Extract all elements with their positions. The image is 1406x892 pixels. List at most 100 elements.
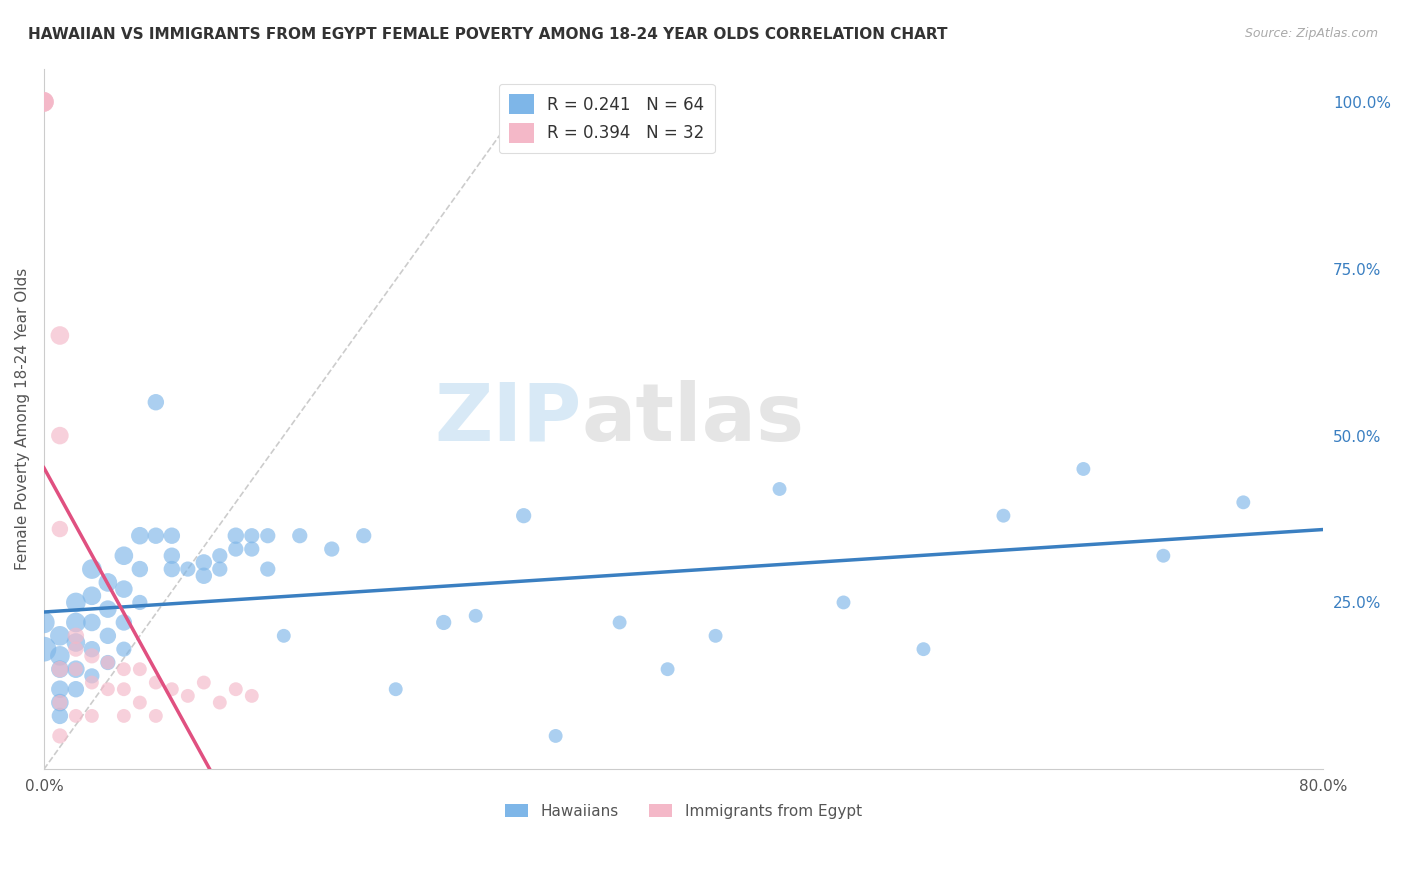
Y-axis label: Female Poverty Among 18-24 Year Olds: Female Poverty Among 18-24 Year Olds — [15, 268, 30, 570]
Point — [256, 529, 278, 543]
Point — [832, 595, 855, 609]
Text: atlas: atlas — [581, 380, 804, 458]
Point — [177, 689, 200, 703]
Point — [112, 642, 135, 657]
Point — [433, 615, 456, 630]
Point — [49, 662, 72, 676]
Point — [112, 582, 135, 596]
Point — [49, 709, 72, 723]
Point — [49, 522, 72, 536]
Point — [97, 656, 120, 670]
Point — [912, 642, 935, 657]
Point — [112, 682, 135, 697]
Point — [384, 682, 406, 697]
Point — [1152, 549, 1174, 563]
Point — [32, 642, 55, 657]
Point — [193, 675, 215, 690]
Point — [97, 656, 120, 670]
Point — [128, 562, 150, 576]
Point — [97, 602, 120, 616]
Point — [49, 696, 72, 710]
Point — [225, 542, 247, 557]
Point — [128, 529, 150, 543]
Point — [208, 696, 231, 710]
Point — [160, 562, 183, 576]
Point — [112, 615, 135, 630]
Point — [65, 615, 87, 630]
Point — [145, 395, 167, 409]
Point — [273, 629, 295, 643]
Point — [288, 529, 311, 543]
Point — [544, 729, 567, 743]
Point — [49, 696, 72, 710]
Point — [80, 675, 103, 690]
Point — [65, 709, 87, 723]
Point — [49, 428, 72, 442]
Point — [128, 662, 150, 676]
Point — [65, 595, 87, 609]
Legend: Hawaiians, Immigrants from Egypt: Hawaiians, Immigrants from Egypt — [499, 797, 868, 825]
Point — [97, 682, 120, 697]
Point — [145, 675, 167, 690]
Point — [1232, 495, 1254, 509]
Text: ZIP: ZIP — [434, 380, 581, 458]
Point — [145, 709, 167, 723]
Point — [177, 562, 200, 576]
Point — [65, 662, 87, 676]
Point — [193, 555, 215, 569]
Point — [32, 95, 55, 109]
Point — [240, 529, 263, 543]
Point — [128, 696, 150, 710]
Point — [1073, 462, 1095, 476]
Point — [256, 562, 278, 576]
Point — [80, 589, 103, 603]
Point — [49, 328, 72, 343]
Point — [112, 549, 135, 563]
Point — [80, 709, 103, 723]
Point — [768, 482, 790, 496]
Point — [240, 689, 263, 703]
Point — [65, 635, 87, 649]
Point — [80, 648, 103, 663]
Point — [353, 529, 375, 543]
Point — [993, 508, 1015, 523]
Point — [32, 95, 55, 109]
Point — [225, 682, 247, 697]
Point — [160, 529, 183, 543]
Point — [321, 542, 343, 557]
Point — [657, 662, 679, 676]
Point — [609, 615, 631, 630]
Point — [160, 549, 183, 563]
Text: Source: ZipAtlas.com: Source: ZipAtlas.com — [1244, 27, 1378, 40]
Point — [65, 662, 87, 676]
Point — [128, 595, 150, 609]
Text: HAWAIIAN VS IMMIGRANTS FROM EGYPT FEMALE POVERTY AMONG 18-24 YEAR OLDS CORRELATI: HAWAIIAN VS IMMIGRANTS FROM EGYPT FEMALE… — [28, 27, 948, 42]
Point — [145, 529, 167, 543]
Point — [80, 642, 103, 657]
Point — [160, 682, 183, 697]
Point — [65, 629, 87, 643]
Point — [80, 562, 103, 576]
Point — [49, 648, 72, 663]
Point — [208, 549, 231, 563]
Point — [49, 629, 72, 643]
Point — [65, 642, 87, 657]
Point — [112, 709, 135, 723]
Point — [112, 662, 135, 676]
Point — [240, 542, 263, 557]
Point — [512, 508, 534, 523]
Point — [49, 682, 72, 697]
Point — [49, 662, 72, 676]
Point — [97, 629, 120, 643]
Point — [208, 562, 231, 576]
Point — [80, 615, 103, 630]
Point — [49, 729, 72, 743]
Point — [32, 95, 55, 109]
Point — [97, 575, 120, 590]
Point — [65, 682, 87, 697]
Point — [193, 568, 215, 582]
Point — [704, 629, 727, 643]
Point — [32, 615, 55, 630]
Point — [464, 608, 486, 623]
Point — [32, 95, 55, 109]
